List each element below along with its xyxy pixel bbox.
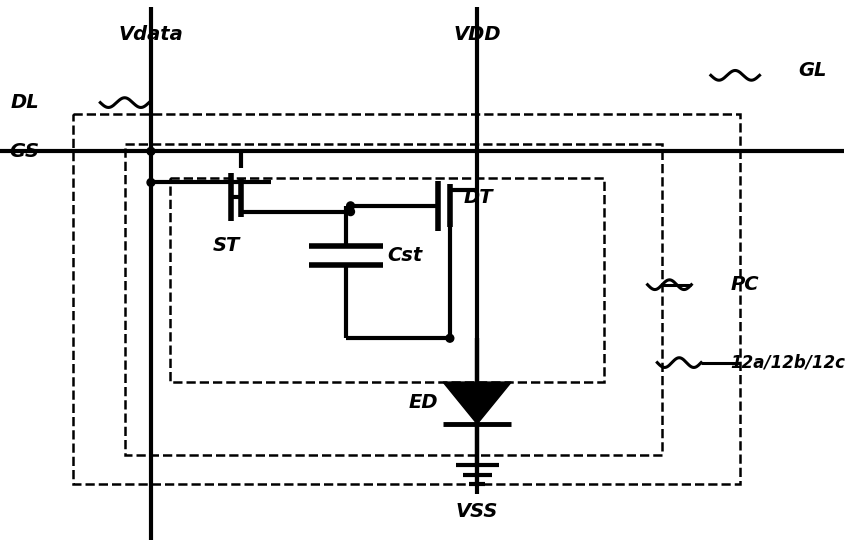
Bar — [73, 114, 740, 484]
Text: Vdata: Vdata — [119, 25, 183, 44]
Text: VSS: VSS — [456, 502, 499, 521]
Text: DT: DT — [464, 188, 493, 207]
Text: Cst: Cst — [388, 246, 423, 265]
Circle shape — [147, 178, 155, 187]
Text: PC: PC — [730, 275, 759, 294]
Circle shape — [347, 202, 355, 210]
Text: GL: GL — [799, 61, 827, 80]
Circle shape — [147, 147, 155, 155]
Polygon shape — [443, 382, 512, 424]
Bar — [125, 143, 662, 455]
Circle shape — [446, 334, 453, 342]
Text: 12a/12b/12c: 12a/12b/12c — [730, 353, 845, 371]
Bar — [171, 178, 603, 382]
Text: ED: ED — [408, 393, 438, 412]
Text: DL: DL — [10, 93, 39, 112]
Text: VDD: VDD — [453, 25, 501, 44]
Text: GS: GS — [9, 142, 39, 161]
Circle shape — [347, 208, 355, 216]
Text: ST: ST — [212, 236, 239, 255]
